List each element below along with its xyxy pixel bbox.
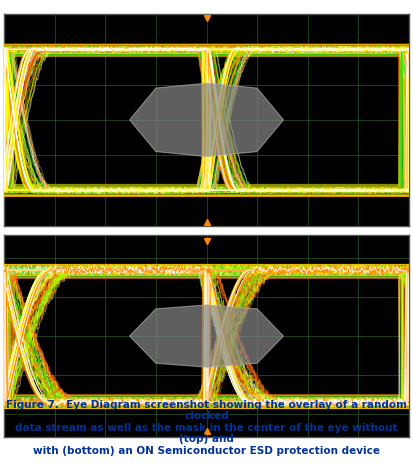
Polygon shape xyxy=(130,83,283,157)
Polygon shape xyxy=(130,305,283,367)
Text: Figure 7.  Eye Diagram screenshot showing the overlay of a random clocked
data s: Figure 7. Eye Diagram screenshot showing… xyxy=(6,400,407,456)
